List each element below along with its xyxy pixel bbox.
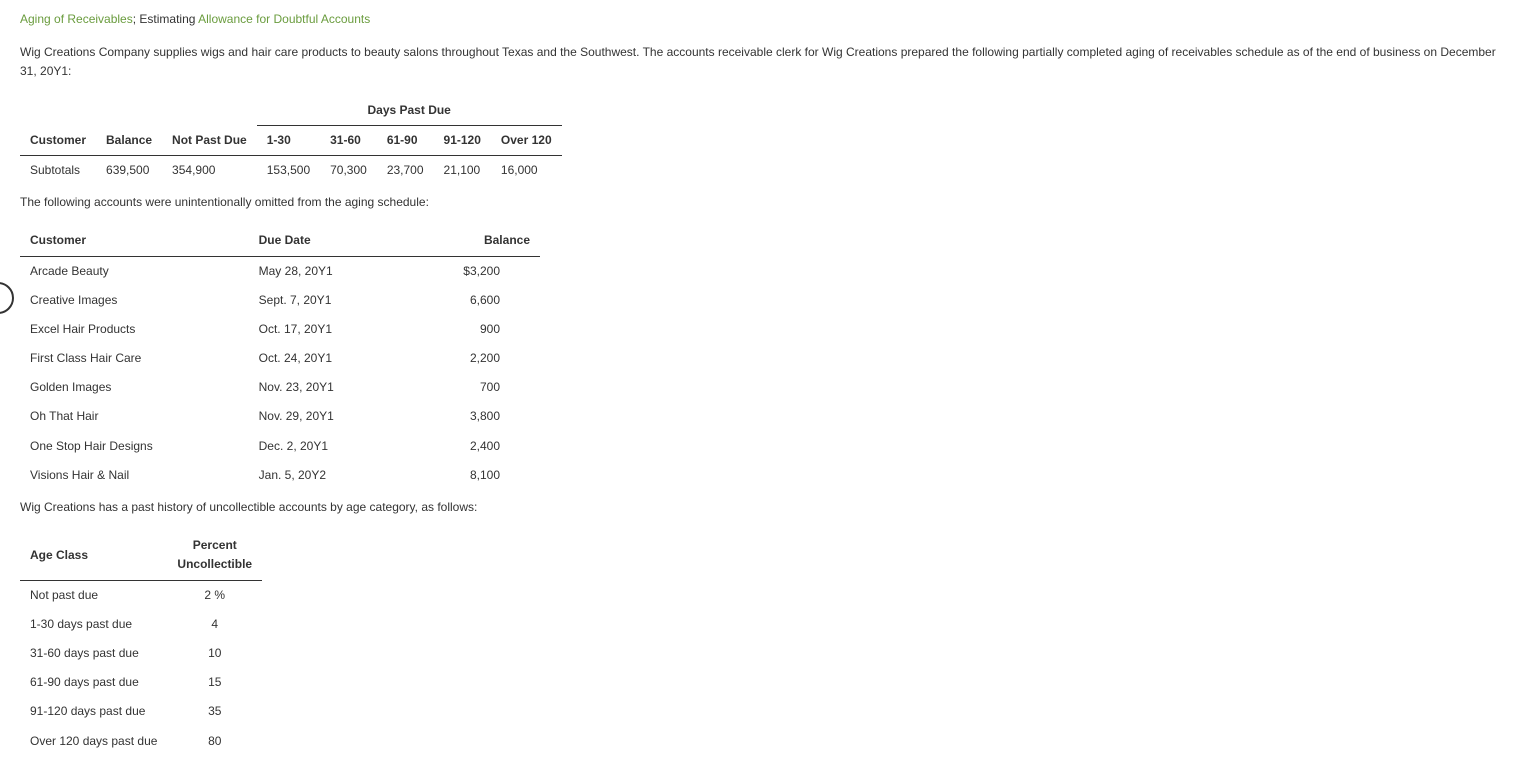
- cell-customer: First Class Hair Care: [20, 344, 249, 373]
- col-91-120: 91-120: [434, 125, 491, 155]
- row-label: Subtotals: [20, 155, 96, 185]
- uncollectible-percent-table: Age Class PercentUncollectible Not past …: [20, 531, 262, 756]
- cell-balance: 700: [401, 373, 540, 402]
- cell-balance: 6,600: [401, 286, 540, 315]
- col-customer: Customer: [20, 125, 96, 155]
- cell-customer: Arcade Beauty: [20, 256, 249, 286]
- cell-percent: 35: [167, 697, 262, 726]
- table-header-row: Customer Balance Not Past Due 1-30 31-60…: [20, 125, 562, 155]
- cell: 16,000: [491, 155, 562, 185]
- table-row: Oh That HairNov. 29, 20Y13,800: [20, 402, 540, 431]
- col-over-120: Over 120: [491, 125, 562, 155]
- table-row: Excel Hair ProductsOct. 17, 20Y1900: [20, 315, 540, 344]
- cell-balance: 2,200: [401, 344, 540, 373]
- table-row: One Stop Hair DesignsDec. 2, 20Y12,400: [20, 432, 540, 461]
- table-row: First Class Hair CareOct. 24, 20Y12,200: [20, 344, 540, 373]
- omitted-intro: The following accounts were unintentiona…: [20, 193, 1505, 212]
- title-sep: ; Estimating: [133, 12, 198, 26]
- table-row: Creative ImagesSept. 7, 20Y16,600: [20, 286, 540, 315]
- cell: 153,500: [257, 155, 320, 185]
- cell-age-class: Not past due: [20, 580, 167, 610]
- table-row: 1-30 days past due4: [20, 610, 262, 639]
- cell-customer: Excel Hair Products: [20, 315, 249, 344]
- cell-percent: 15: [167, 668, 262, 697]
- cell-age-class: 91-120 days past due: [20, 697, 167, 726]
- col-61-90: 61-90: [377, 125, 434, 155]
- col-not-past-due: Not Past Due: [162, 125, 257, 155]
- table-row: 91-120 days past due35: [20, 697, 262, 726]
- subtotals-row: Subtotals 639,500 354,900 153,500 70,300…: [20, 155, 562, 185]
- cell: 639,500: [96, 155, 162, 185]
- table-row: 31-60 days past due10: [20, 639, 262, 668]
- col-age-class: Age Class: [20, 531, 167, 580]
- title-link-2[interactable]: Allowance for Doubtful Accounts: [198, 12, 370, 26]
- history-intro: Wig Creations has a past history of unco…: [20, 498, 1505, 517]
- cell-percent: 80: [167, 727, 262, 756]
- col-balance: Balance: [96, 125, 162, 155]
- cell-age-class: 61-90 days past due: [20, 668, 167, 697]
- cell-customer: Visions Hair & Nail: [20, 461, 249, 490]
- table-row: Over 120 days past due80: [20, 727, 262, 756]
- page-title: Aging of Receivables; Estimating Allowan…: [20, 10, 1505, 29]
- cell-due-date: Sept. 7, 20Y1: [249, 286, 401, 315]
- cell-age-class: 31-60 days past due: [20, 639, 167, 668]
- table-header-row: Age Class PercentUncollectible: [20, 531, 262, 580]
- cell: 354,900: [162, 155, 257, 185]
- col-due-date: Due Date: [249, 226, 401, 256]
- col-customer: Customer: [20, 226, 249, 256]
- cell-balance: 900: [401, 315, 540, 344]
- cell-customer: One Stop Hair Designs: [20, 432, 249, 461]
- cell-balance: 2,400: [401, 432, 540, 461]
- table-header-row: Customer Due Date Balance: [20, 226, 540, 256]
- table-row: Visions Hair & NailJan. 5, 20Y28,100: [20, 461, 540, 490]
- cell-due-date: May 28, 20Y1: [249, 256, 401, 286]
- cell-customer: Creative Images: [20, 286, 249, 315]
- col-balance: Balance: [401, 226, 540, 256]
- cell-customer: Golden Images: [20, 373, 249, 402]
- table-row: 61-90 days past due15: [20, 668, 262, 697]
- title-link-1[interactable]: Aging of Receivables: [20, 12, 133, 26]
- cell: 21,100: [434, 155, 491, 185]
- col-1-30: 1-30: [257, 125, 320, 155]
- table-row: Golden ImagesNov. 23, 20Y1700: [20, 373, 540, 402]
- cell: 23,700: [377, 155, 434, 185]
- aging-schedule-table: Days Past Due Customer Balance Not Past …: [20, 96, 562, 186]
- cell-balance: 3,800: [401, 402, 540, 431]
- cell-due-date: Jan. 5, 20Y2: [249, 461, 401, 490]
- cell-percent: 10: [167, 639, 262, 668]
- intro-paragraph: Wig Creations Company supplies wigs and …: [20, 43, 1505, 81]
- table-row: Not past due2 %: [20, 580, 262, 610]
- cell-age-class: Over 120 days past due: [20, 727, 167, 756]
- cell-due-date: Oct. 17, 20Y1: [249, 315, 401, 344]
- cell-customer: Oh That Hair: [20, 402, 249, 431]
- cell-balance: 8,100: [401, 461, 540, 490]
- cell-due-date: Nov. 23, 20Y1: [249, 373, 401, 402]
- annotation-circle: [0, 282, 14, 314]
- cell-percent: 4: [167, 610, 262, 639]
- cell-due-date: Nov. 29, 20Y1: [249, 402, 401, 431]
- cell-due-date: Dec. 2, 20Y1: [249, 432, 401, 461]
- table-row: Arcade BeautyMay 28, 20Y1$3,200: [20, 256, 540, 286]
- col-percent-uncollectible: PercentUncollectible: [167, 531, 262, 580]
- cell: 70,300: [320, 155, 377, 185]
- cell-percent: 2 %: [167, 580, 262, 610]
- omitted-accounts-table: Customer Due Date Balance Arcade BeautyM…: [20, 226, 540, 490]
- days-past-due-header: Days Past Due: [257, 96, 562, 126]
- cell-balance: $3,200: [401, 256, 540, 286]
- cell-due-date: Oct. 24, 20Y1: [249, 344, 401, 373]
- cell-age-class: 1-30 days past due: [20, 610, 167, 639]
- col-31-60: 31-60: [320, 125, 377, 155]
